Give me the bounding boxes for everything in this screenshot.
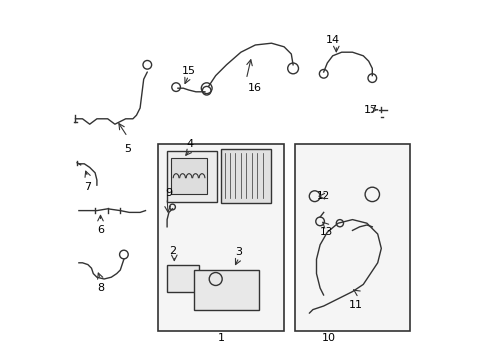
Text: 10: 10: [322, 333, 335, 343]
Bar: [194, 270, 258, 310]
FancyBboxPatch shape: [158, 144, 284, 331]
Text: 15: 15: [182, 66, 195, 76]
Bar: [167, 265, 199, 292]
Text: 17: 17: [363, 105, 377, 115]
Text: 4: 4: [186, 139, 194, 149]
Text: 11: 11: [348, 300, 363, 310]
Text: 7: 7: [84, 182, 91, 192]
Text: 1: 1: [217, 333, 224, 343]
Bar: [170, 158, 206, 194]
Text: 8: 8: [97, 283, 104, 293]
Text: 6: 6: [97, 225, 104, 235]
Text: 2: 2: [168, 246, 176, 256]
FancyBboxPatch shape: [294, 144, 409, 331]
Text: 5: 5: [124, 144, 131, 154]
Text: 3: 3: [235, 247, 242, 257]
FancyBboxPatch shape: [221, 149, 271, 203]
FancyBboxPatch shape: [167, 151, 217, 202]
Text: 12: 12: [316, 191, 329, 201]
Text: 16: 16: [248, 83, 262, 93]
Text: 9: 9: [165, 188, 172, 198]
Text: 14: 14: [325, 35, 339, 45]
Text: 13: 13: [320, 227, 333, 237]
